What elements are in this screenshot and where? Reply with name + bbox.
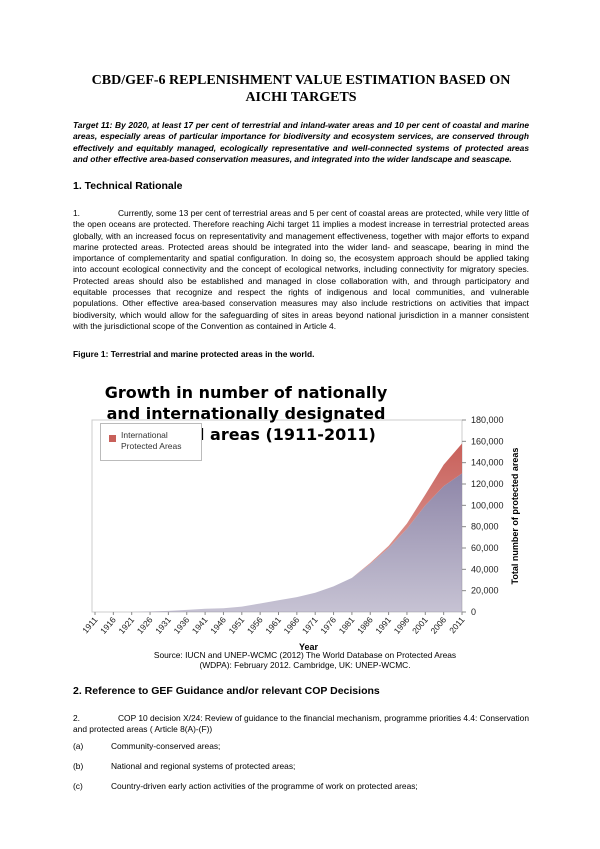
doc-title: CBD/GEF-6 REPLENISHMENT VALUE ESTIMATION…	[91, 73, 511, 105]
x-tick-label: 1986	[355, 615, 375, 636]
x-tick-label: 1936	[171, 615, 191, 636]
y-tick-label: 160,000	[471, 436, 504, 446]
x-tick-label: 1946	[208, 615, 228, 636]
section-heading: 2. Reference to GEF Guidance and/or rele…	[73, 685, 380, 697]
list-text: National and regional systems of protect…	[111, 761, 296, 771]
x-tick-label: 1951	[227, 615, 247, 636]
list-marker: (a)	[73, 741, 84, 751]
section-heading: 1. Technical Rationale	[73, 180, 183, 192]
x-tick-label: 1971	[300, 615, 320, 636]
x-tick-label: 2001	[410, 615, 430, 636]
paragraph: 2. COP 10 decision X/24: Review of guidan…	[73, 713, 529, 736]
list-text: Community-conserved areas;	[111, 741, 221, 751]
x-tick-label: 1966	[282, 615, 302, 636]
y-tick-label: 40,000	[471, 564, 499, 574]
area	[95, 473, 462, 612]
x-tick-label: 1996	[392, 615, 412, 636]
list-text: Country-driven early action activities o…	[111, 781, 418, 791]
para-number: 2.	[73, 713, 80, 723]
chart-title: Growth in number of nationally and inter…	[104, 383, 388, 444]
figure-source: Source: IUCN and UNEP-WCMC (2012) The Wo…	[153, 650, 457, 670]
para-number: 1.	[73, 208, 80, 218]
list-marker: (b)	[73, 761, 84, 771]
y-tick-label: 180,000	[471, 415, 504, 425]
y-tick-label: 60,000	[471, 543, 499, 553]
paragraph: 1. Currently, some 13 per cent of terrest…	[73, 208, 529, 332]
x-tick-label: 1941	[190, 615, 210, 636]
x-tick-label: 1916	[98, 615, 118, 636]
y-tick-label: 120,000	[471, 479, 504, 489]
y-tick-label: 80,000	[471, 522, 499, 532]
y-tick-label: 140,000	[471, 458, 504, 468]
x-tick-label: 1991	[373, 615, 393, 636]
legend-swatch	[109, 435, 116, 442]
x-tick-label: 1961	[263, 615, 283, 636]
legend: International Protected Areas	[100, 423, 202, 461]
y-tick-label: 20,000	[471, 586, 499, 596]
y-tick-label: 0	[471, 607, 476, 617]
para-text: Currently, some 13 per cent of terrestri…	[73, 208, 529, 331]
x-tick-label: 2011	[447, 615, 467, 636]
legend-label: International Protected Areas	[121, 430, 182, 451]
x-tick-label: 1976	[318, 615, 338, 636]
figure-caption: Figure 1: Terrestrial and marine protect…	[73, 349, 315, 359]
list-marker: (c)	[73, 781, 83, 791]
x-tick-label: 1926	[135, 615, 155, 636]
x-tick-label: 1981	[337, 615, 357, 636]
target-text: Target 11: By 2020, at least 17 per cent…	[73, 120, 529, 164]
x-tick-label: 1921	[116, 615, 136, 636]
y-axis-label: Total number of protected areas	[510, 448, 520, 585]
x-tick-label: 2006	[428, 615, 448, 636]
x-tick-label: 1956	[245, 615, 265, 636]
x-tick-label: 1911	[80, 615, 100, 636]
x-tick-label: 1931	[153, 615, 173, 636]
para-text: COP 10 decision X/24: Review of guidance…	[73, 713, 529, 735]
x-axis-label: Year	[299, 642, 319, 652]
y-tick-label: 100,000	[471, 500, 504, 510]
